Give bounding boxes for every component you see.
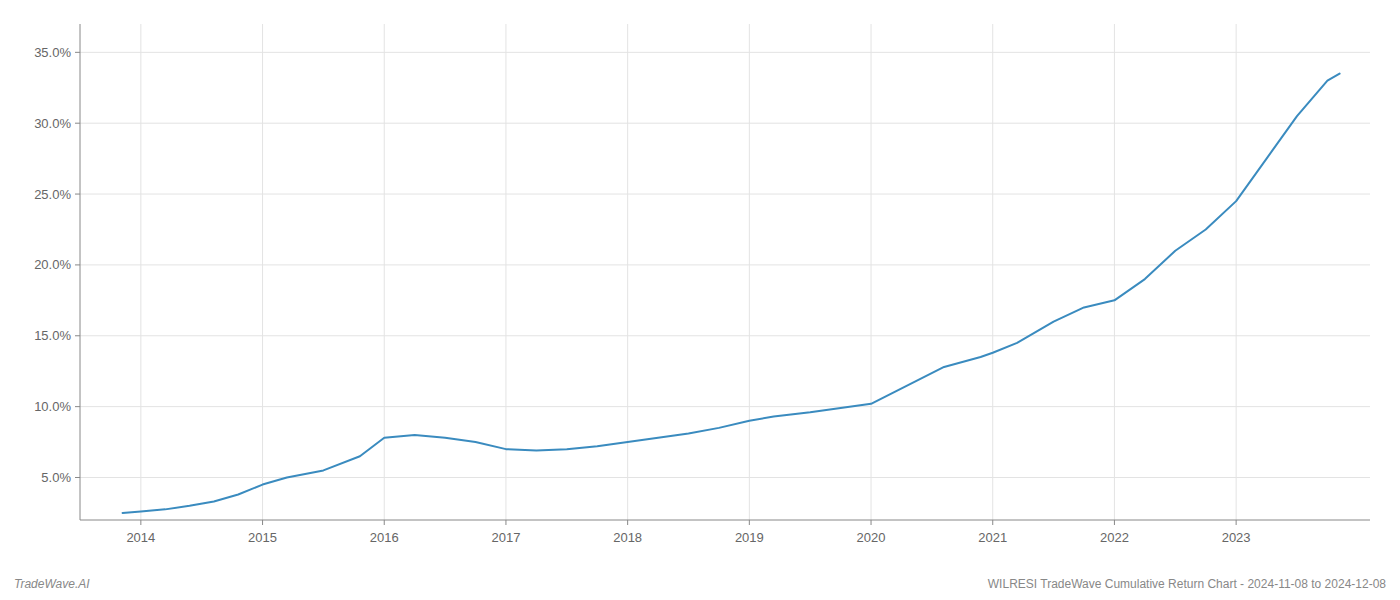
y-tick [75,477,80,478]
grid-line-y [80,194,1370,195]
footer-right: WILRESI TradeWave Cumulative Return Char… [988,577,1387,591]
footer-left: TradeWave.AI [14,577,90,591]
x-tick [1114,520,1115,525]
grid-line-y [80,264,1370,265]
x-tick [1236,520,1237,525]
x-tick [627,520,628,525]
y-tick-label: 5.0% [41,470,71,485]
y-tick-label: 25.0% [34,187,71,202]
y-tick-label: 10.0% [34,399,71,414]
y-tick-label: 30.0% [34,116,71,131]
x-tick-label: 2017 [491,530,520,545]
grid-line-y [80,477,1370,478]
grid-line-x [505,24,506,520]
x-tick [140,520,141,525]
grid [80,24,1370,520]
grid-line-x [384,24,385,520]
x-tick-label: 2022 [1100,530,1129,545]
y-tick [75,194,80,195]
y-tick [75,52,80,53]
grid-line-y [80,123,1370,124]
grid-line-x [871,24,872,520]
grid-line-x [1236,24,1237,520]
x-tick-label: 2015 [248,530,277,545]
grid-line-x [140,24,141,520]
x-tick [384,520,385,525]
y-tick [75,335,80,336]
x-tick [992,520,993,525]
x-tick-label: 2020 [857,530,886,545]
x-tick-label: 2016 [370,530,399,545]
chart: 2014 2015 2016 2017 2018 2019 2020 2021 2022 2023… [0,0,1400,600]
x-tick-label: 2019 [735,530,764,545]
y-tick-label: 15.0% [34,328,71,343]
x-tick [505,520,506,525]
x-axis-line [80,520,1370,521]
grid-line-y [80,52,1370,53]
x-tick-label: 2021 [978,530,1007,545]
x-tick-label: 2023 [1222,530,1251,545]
y-tick [75,264,80,265]
axes: 2014 2015 2016 2017 2018 2019 2020 2021 2022 2023… [34,24,1370,545]
x-tick [262,520,263,525]
grid-line-x [627,24,628,520]
y-tick [75,406,80,407]
y-tick-label: 20.0% [34,257,71,272]
grid-line-x [262,24,263,520]
y-tick [75,123,80,124]
y-tick-label: 35.0% [34,45,71,60]
grid-line-x [992,24,993,520]
x-tick [871,520,872,525]
plot-area [123,74,1340,513]
grid-line-y [80,335,1370,336]
grid-line-x [749,24,750,520]
grid-line-y [80,406,1370,407]
x-tick [749,520,750,525]
data-line [123,74,1340,513]
y-axis-line [80,24,81,520]
grid-line-x [1114,24,1115,520]
x-tick-label: 2014 [126,530,155,545]
x-tick-label: 2018 [613,530,642,545]
